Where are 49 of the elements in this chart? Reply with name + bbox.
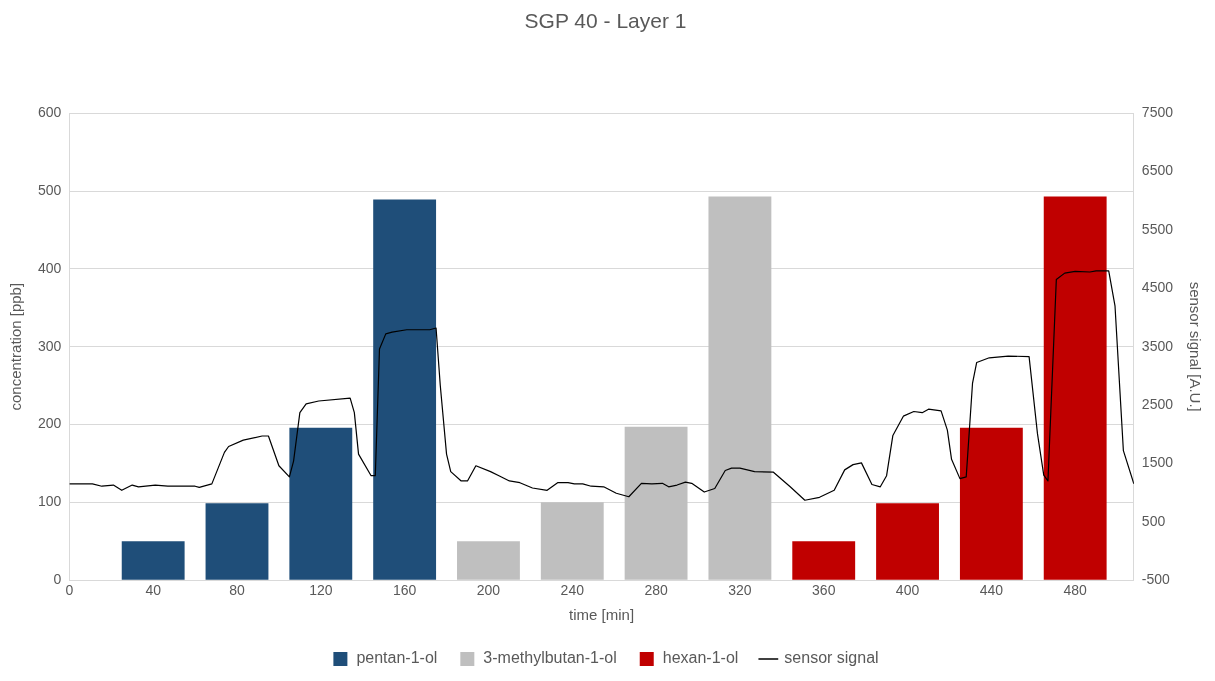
bar [708,196,772,580]
bar [289,427,353,580]
y2-tick-label: 7500 [1141,104,1174,121]
y-tick-label: 500 [38,181,62,198]
y2-tick-label: -500 [1141,571,1171,588]
y2-axis-title: sensor signal [A.U.] [1186,281,1204,412]
bar [457,541,520,580]
bar [373,199,437,580]
x-tick-label: 240 [560,582,585,599]
bar [792,541,856,580]
y-tick-label: 200 [38,415,62,432]
y2-tick-label: 500 [1141,512,1166,529]
y-axis-title: concentration [ppb] [7,282,25,411]
x-tick-label: 400 [895,582,920,599]
x-tick-label: 160 [392,582,417,599]
y-tick-label: 0 [53,571,62,588]
x-tick-label: 0 [65,582,74,599]
bar [959,427,1023,580]
x-tick-label: 200 [476,582,501,599]
x-axis-title: time [min] [569,606,635,624]
y2-tick-label: 3500 [1141,337,1174,354]
y-tick-label: 300 [38,337,62,354]
y-tick-label: 600 [38,104,62,121]
x-tick-label: 320 [728,582,752,599]
y-tick-label: 100 [38,493,62,510]
bar [876,503,939,580]
legend-label: pentan-1-ol [356,649,438,667]
bar [540,502,604,580]
y2-tick-label: 4500 [1141,279,1174,296]
x-tick-label: 280 [644,582,668,599]
y2-tick-label: 1500 [1141,454,1174,471]
x-tick-label: 120 [309,582,333,599]
x-tick-label: 80 [229,582,245,599]
bar [205,503,269,580]
y2-tick-label: 6500 [1141,162,1174,179]
x-tick-label: 440 [979,582,1004,599]
y-tick-label: 400 [38,259,62,276]
y2-tick-label: 5500 [1141,220,1174,237]
chart-title: SGP 40 - Layer 1 [524,9,687,33]
legend-label: hexan-1-ol [662,649,739,667]
bar [1043,196,1107,580]
y2-tick-label: 2500 [1141,395,1174,412]
bar [121,541,185,580]
x-tick-label: 480 [1063,582,1088,599]
legend-label: sensor signal [784,649,879,667]
legend-label: 3-methylbutan-1-ol [483,649,617,667]
x-tick-label: 360 [812,582,836,599]
x-tick-label: 40 [145,582,162,599]
bar [624,426,688,580]
